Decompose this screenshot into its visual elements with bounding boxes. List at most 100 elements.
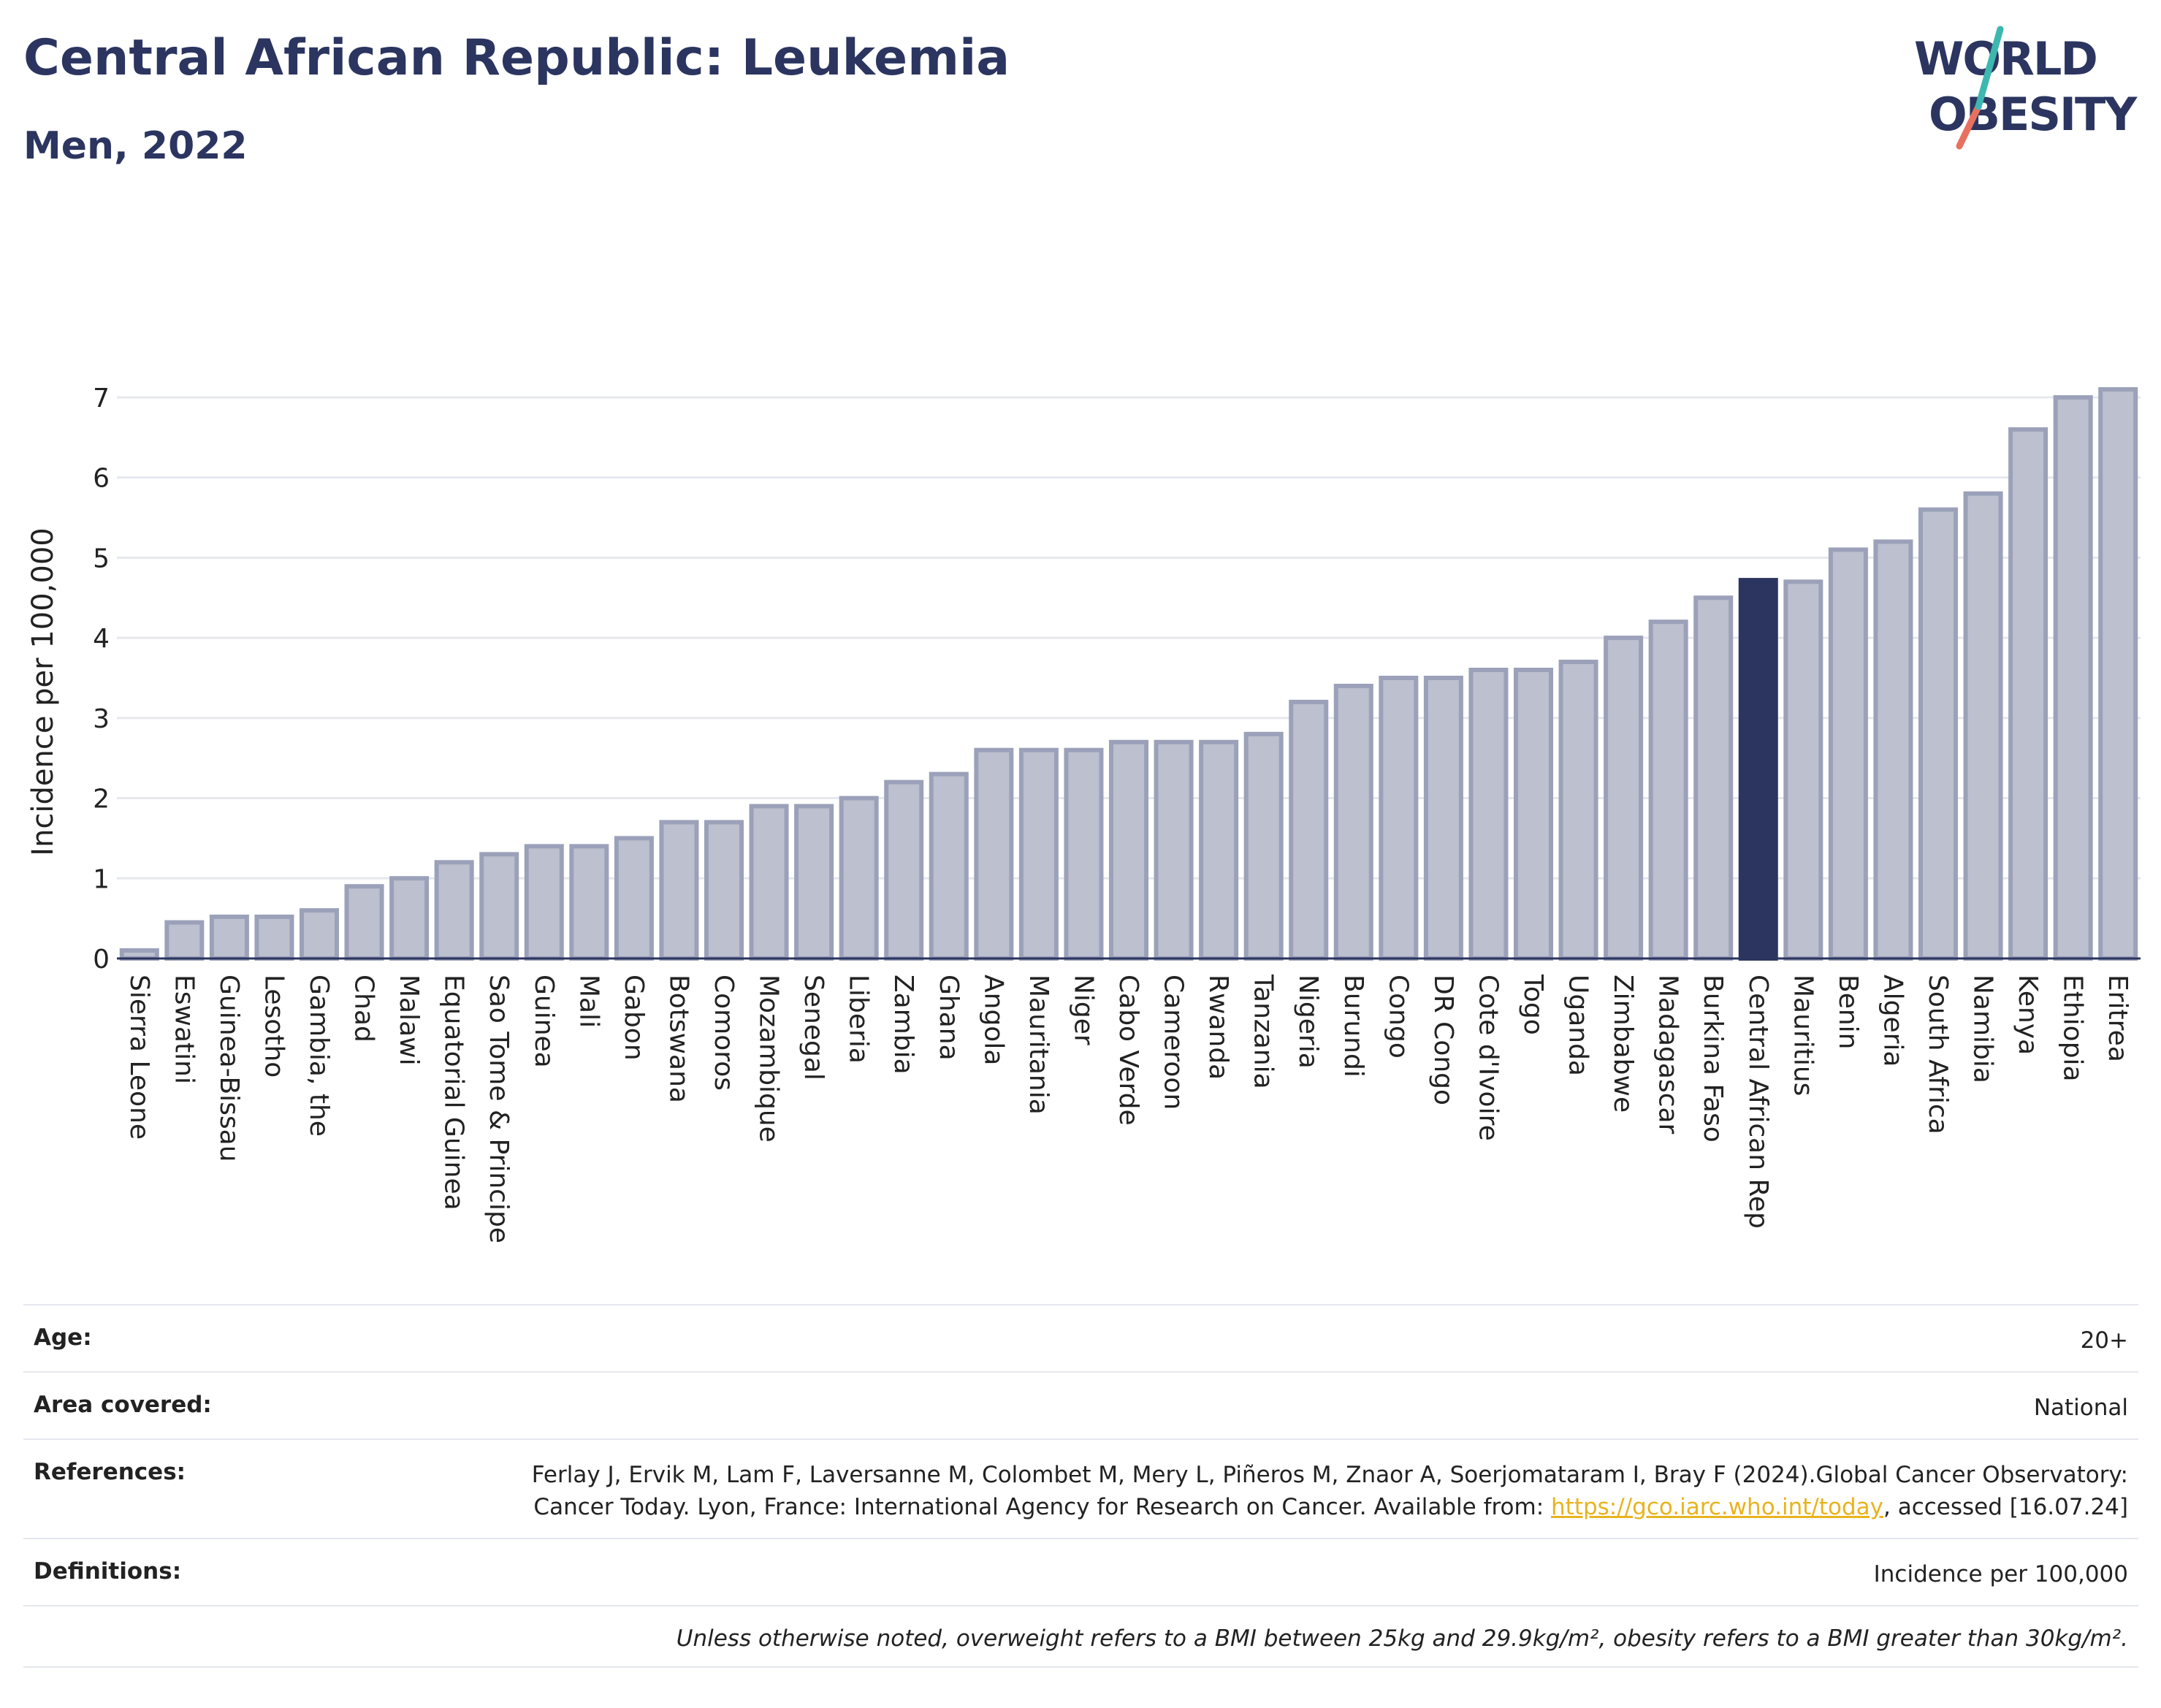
bar-gabon: [614, 836, 654, 961]
definitions-value: Incidence per 100,000: [1873, 1561, 2128, 1587]
x-tick-label: Algeria: [1878, 975, 1907, 1067]
x-tick-label: Uganda: [1563, 975, 1593, 1076]
bar-congo: [1379, 675, 1419, 961]
x-tick-label: Mauritius: [1788, 975, 1818, 1096]
x-tick-label: Liberia: [844, 975, 874, 1064]
bar-senegal: [794, 804, 834, 961]
y-tick-label: 3: [93, 704, 110, 734]
bar-niger: [1064, 747, 1104, 961]
bar-mauritania: [1018, 747, 1059, 961]
bar-central-african-rep: [1738, 578, 1778, 961]
x-tick-label: Angola: [978, 975, 1008, 1065]
y-tick-label: 4: [93, 624, 110, 654]
bar-kenya: [2008, 427, 2048, 961]
bar-guinea-bissau: [209, 914, 249, 961]
x-tick-label: Togo: [1518, 974, 1548, 1035]
bmi-note: Unless otherwise noted, overweight refer…: [676, 1625, 2128, 1652]
age-value: 20+: [2080, 1327, 2128, 1354]
area-value: National: [2033, 1395, 2128, 1421]
bar-sierra-leone: [119, 948, 159, 961]
bar-uganda: [1558, 660, 1598, 961]
x-tick-label: Zambia: [888, 975, 918, 1075]
x-tick-label: Comoros: [709, 975, 739, 1091]
bar-ethiopia: [2053, 394, 2093, 961]
bar-gambia-the: [299, 908, 340, 961]
x-tick-label: South Africa: [1923, 975, 1953, 1135]
bar-chad: [344, 884, 384, 961]
bar-namibia: [1963, 491, 2003, 961]
x-axis-ticks: Sierra Leone Eswatini Guinea-Bissau Lesotho…: [124, 974, 2133, 1243]
bar-liberia: [839, 796, 879, 961]
x-tick-label: Mali: [573, 975, 603, 1028]
x-tick-label: Sao Tome & Principe: [484, 975, 514, 1243]
bar-madagascar: [1648, 619, 1688, 961]
x-tick-label: Guinea-Bissau: [214, 975, 244, 1162]
bar-dr-congo: [1423, 675, 1463, 961]
info-row-age: Age: 20+: [23, 1304, 2138, 1371]
world-obesity-logo: WORLD OBESITY: [1914, 26, 2139, 150]
svg-text:WORLD: WORLD: [1914, 32, 2097, 85]
references-text: Ferlay J, Ervik M, Lam F, Laversanne M, …: [531, 1462, 2128, 1520]
bar-algeria: [1873, 539, 1913, 961]
x-tick-label: Namibia: [1968, 975, 1998, 1083]
bar-zimbabwe: [1604, 636, 1644, 961]
x-tick-label: Botswana: [663, 975, 693, 1103]
y-tick-label: 6: [93, 464, 110, 494]
x-tick-label: Cabo Verde: [1113, 975, 1143, 1126]
bar-equatorial-guinea: [434, 860, 474, 961]
info-row-definitions: Definitions: Incidence per 100,000: [23, 1538, 2138, 1605]
bar-togo: [1513, 668, 1554, 961]
y-axis-ticks: 0 1 2 3 4 5 6 7: [93, 384, 110, 975]
x-tick-label: Sierra Leone: [124, 975, 154, 1140]
area-label: Area covered:: [34, 1392, 212, 1418]
x-tick-label: Madagascar: [1653, 975, 1683, 1135]
bar-guinea: [524, 844, 564, 961]
y-tick-label: 7: [93, 384, 110, 413]
bar-angola: [974, 747, 1014, 961]
x-tick-label: Mauritania: [1024, 975, 1053, 1115]
y-axis-title: Incidence per 100,000: [26, 527, 60, 856]
x-tick-label: Eritrea: [2103, 975, 2133, 1062]
bar-south-africa: [1918, 507, 1959, 961]
bar-malawi: [389, 876, 430, 961]
x-tick-label: Senegal: [799, 975, 828, 1080]
bar-cameroon: [1154, 739, 1194, 961]
x-tick-label: Burkina Faso: [1698, 975, 1728, 1143]
x-tick-label: Niger: [1068, 975, 1098, 1045]
x-tick-label: Chad: [349, 975, 379, 1042]
x-tick-label: Malawi: [394, 975, 424, 1066]
y-tick-label: 2: [93, 785, 110, 815]
bar-comoros: [704, 820, 744, 961]
bar-eswatini: [164, 920, 205, 961]
x-tick-label: Kenya: [2013, 975, 2043, 1055]
definitions-label: Definitions:: [34, 1558, 182, 1585]
info-row-area: Area covered: National: [23, 1371, 2138, 1438]
x-tick-label: Nigeria: [1293, 975, 1323, 1069]
bar-mauritius: [1783, 579, 1823, 961]
age-label: Age:: [34, 1324, 92, 1351]
references-link[interactable]: https://gco.iarc.who.int/today: [1551, 1494, 1883, 1520]
y-tick-label: 1: [93, 864, 110, 894]
x-tick-label: Cote d'Ivoire: [1473, 975, 1503, 1141]
x-tick-label: Rwanda: [1203, 975, 1233, 1080]
x-tick-label: Ghana: [934, 975, 964, 1061]
bar-ghana: [929, 771, 969, 961]
x-tick-label: Gambia, the: [304, 975, 334, 1137]
bar-chart: 0 1 2 3 4 5 6 7 Sierra Leone Eswatini Guinea-Biss…: [26, 384, 2141, 1243]
x-tick-label: Central African Rep: [1743, 975, 1773, 1229]
x-tick-label: Lesotho: [259, 975, 289, 1078]
x-tick-label: Ethiopia: [2058, 975, 2088, 1082]
bar-nigeria: [1289, 699, 1329, 961]
bar-cabo-verde: [1108, 739, 1149, 961]
info-table: Age: 20+ Area covered: National Referenc…: [23, 1304, 2138, 1668]
info-row-references: References: Ferlay J, Ervik M, Lam F, La…: [23, 1438, 2138, 1538]
bar-tanzania: [1243, 731, 1284, 961]
x-tick-label: Mozambique: [754, 975, 784, 1143]
info-row-note: Unless otherwise noted, overweight refer…: [23, 1605, 2138, 1668]
x-tick-label: Tanzania: [1249, 974, 1278, 1089]
bars: [119, 386, 2138, 961]
bar-mozambique: [749, 804, 789, 961]
x-tick-label: Gabon: [619, 975, 649, 1061]
x-tick-label: DR Congo: [1428, 975, 1458, 1105]
x-tick-label: Cameroon: [1159, 975, 1189, 1110]
